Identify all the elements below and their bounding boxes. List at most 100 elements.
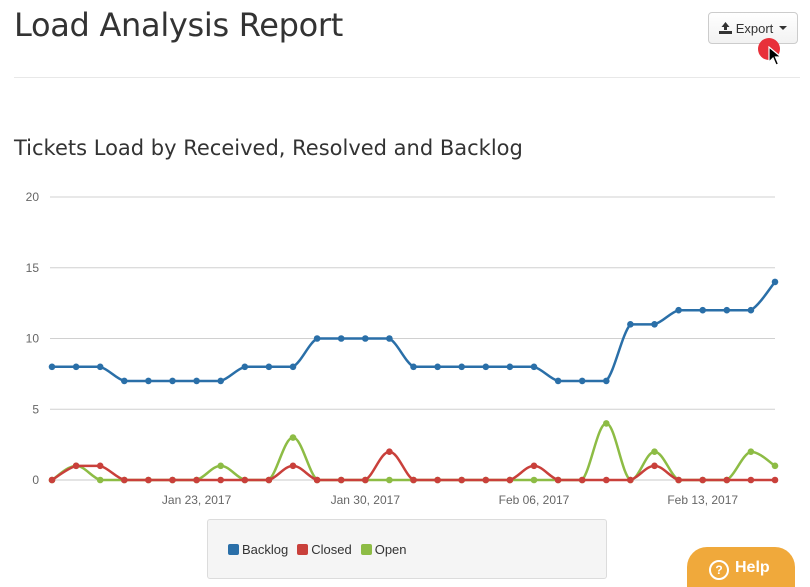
export-icon [718, 22, 732, 34]
data-point-backlog [723, 306, 731, 314]
data-point-closed [72, 462, 80, 470]
data-point-backlog [675, 306, 682, 314]
data-point-open [386, 476, 393, 484]
data-point-closed [386, 448, 393, 456]
data-point-closed [651, 462, 658, 470]
legend-swatch [360, 544, 372, 555]
data-point-closed [603, 476, 610, 484]
data-point-closed [578, 476, 586, 484]
data-point-backlog [482, 363, 490, 371]
data-point-closed [145, 476, 152, 484]
help-button[interactable]: ? Help [687, 547, 795, 587]
chevron-down-icon [779, 26, 788, 30]
data-point-backlog [145, 377, 152, 385]
data-point-closed [193, 476, 200, 484]
data-point-closed [434, 476, 441, 484]
data-point-closed [362, 476, 369, 484]
y-tick-label: 15 [26, 261, 40, 275]
legend-item-closed[interactable]: Closed [297, 542, 352, 557]
export-button[interactable]: Export [708, 12, 798, 44]
data-point-closed [241, 476, 249, 484]
data-point-backlog [458, 363, 466, 371]
data-point-backlog [410, 363, 417, 371]
data-point-closed [771, 476, 779, 484]
y-tick-label: 0 [32, 473, 39, 487]
data-point-closed [627, 476, 634, 484]
data-point-backlog [241, 363, 249, 371]
legend-swatch [297, 544, 309, 555]
data-point-backlog [313, 335, 321, 342]
y-tick-label: 5 [32, 402, 39, 416]
data-point-closed [48, 476, 56, 484]
data-point-backlog [627, 321, 634, 328]
data-point-closed [747, 476, 755, 484]
data-point-open [217, 462, 224, 470]
data-point-open [747, 448, 755, 456]
data-point-closed [410, 476, 417, 484]
data-point-closed [289, 462, 297, 470]
data-point-backlog [289, 363, 297, 371]
data-point-closed [217, 476, 224, 484]
data-point-open [96, 476, 104, 484]
data-point-closed [699, 476, 706, 484]
data-point-closed [169, 476, 176, 484]
legend-label: Backlog [242, 542, 289, 557]
data-point-backlog [193, 377, 200, 385]
data-point-backlog [699, 306, 706, 314]
data-point-open [530, 476, 538, 484]
data-point-closed [506, 476, 514, 484]
data-point-closed [675, 476, 682, 484]
data-point-open [603, 420, 610, 427]
data-point-closed [458, 476, 466, 484]
data-point-backlog [169, 377, 176, 385]
data-point-closed [313, 476, 321, 484]
data-point-backlog [386, 335, 393, 342]
data-point-backlog [217, 377, 224, 385]
data-point-backlog [651, 321, 658, 328]
help-label: Help [735, 559, 770, 576]
export-label: Export [735, 20, 774, 36]
data-point-closed [554, 476, 562, 484]
y-tick-label: 20 [26, 190, 40, 204]
x-tick-label: Feb 06, 2017 [499, 493, 570, 507]
header-divider [14, 77, 800, 78]
legend-swatch [228, 544, 239, 555]
data-point-backlog [747, 306, 755, 314]
tickets-load-chart: 0 5 10 15 20 Jan 23, 2017 Jan 30, 2017 Feb 06, … [26, 190, 779, 507]
data-point-closed [265, 476, 273, 484]
data-point-closed [723, 476, 731, 484]
legend-item-backlog[interactable]: Backlog [228, 542, 288, 557]
data-point-closed [482, 476, 490, 484]
x-tick-label: Jan 23, 2017 [162, 493, 232, 507]
data-point-closed [96, 462, 104, 470]
question-icon: ? [709, 560, 729, 580]
data-point-backlog [96, 363, 104, 371]
data-point-closed [337, 476, 345, 484]
chart-legend: Backlog Closed Open [207, 519, 607, 579]
data-point-backlog [121, 377, 128, 385]
data-point-backlog [48, 363, 56, 371]
x-tick-label: Jan 30, 2017 [331, 493, 401, 507]
x-tick-label: Feb 13, 2017 [667, 493, 738, 507]
data-point-backlog [362, 335, 369, 342]
data-point-backlog [530, 363, 538, 371]
page-title: Load Analysis Report [14, 6, 344, 44]
data-point-backlog [265, 363, 273, 371]
data-point-backlog [72, 363, 80, 371]
data-point-backlog [434, 363, 441, 371]
data-point-open [289, 434, 297, 441]
chart-title: Tickets Load by Received, Resolved and B… [14, 136, 523, 160]
data-point-open [651, 448, 658, 456]
y-tick-label: 10 [26, 332, 40, 346]
mouse-cursor-icon [768, 46, 782, 66]
data-point-backlog [506, 363, 514, 371]
data-point-backlog [603, 377, 610, 385]
legend-label: Open [374, 542, 407, 557]
data-point-backlog [578, 377, 586, 385]
data-point-closed [121, 476, 128, 484]
data-point-open [771, 462, 779, 470]
data-point-backlog [554, 377, 562, 385]
data-point-backlog [337, 335, 345, 342]
legend-item-open[interactable]: Open [360, 542, 407, 557]
legend-label: Closed [311, 542, 352, 557]
